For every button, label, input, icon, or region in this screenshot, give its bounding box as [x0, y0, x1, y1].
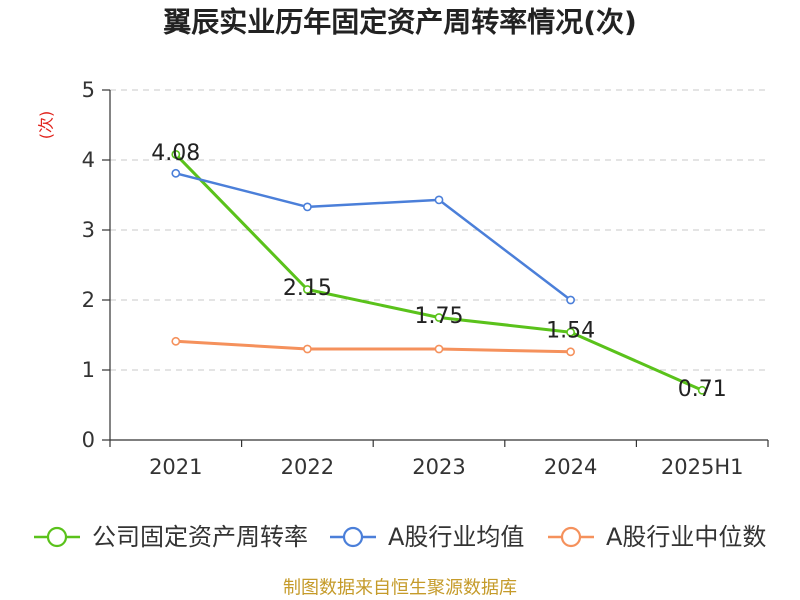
series-layer [171, 149, 707, 395]
y-tick-label-5: 5 [82, 78, 95, 102]
series-point-industry-mean-2023[interactable] [434, 195, 444, 205]
data-labels: 4.08 2.15 1.75 1.54 0.71 [151, 141, 726, 402]
series-point-industry-median-2022[interactable] [302, 344, 312, 354]
y-tick-label-2: 2 [82, 288, 95, 312]
y-tick-label-1: 1 [82, 358, 95, 382]
series-point-industry-mean-2024[interactable] [566, 295, 575, 305]
legend-item-company-turnover[interactable]: 公司固定资产周转率 [34, 523, 308, 551]
chart-title: 翼辰实业历年固定资产周转率情况(次) [163, 6, 637, 39]
series-point-industry-median-2023[interactable] [434, 344, 444, 354]
legend-marker-company-turnover [46, 526, 68, 548]
series-point-company-turnover-2021[interactable] [171, 149, 181, 159]
legend-marker-industry-mean [342, 526, 364, 548]
y-tick-label-3: 3 [82, 218, 95, 242]
x-tick-label-2021: 2021 [149, 455, 202, 479]
y-tick-label-4: 4 [82, 148, 95, 172]
series-point-industry-mean-2022[interactable] [302, 202, 312, 212]
axes: 0 1 2 3 4 5 2021 2022 2023 2024 2025H1 [82, 78, 769, 479]
data-label-company-turnover-2023: 1.75 [415, 304, 464, 329]
series-point-company-turnover-2024[interactable] [566, 327, 575, 337]
data-label-company-turnover-2024: 1.54 [546, 319, 595, 344]
series-line-industry-mean [174, 172, 572, 302]
x-tick-label-2024: 2024 [544, 455, 597, 479]
legend-item-industry-median[interactable]: A股行业中位数 [548, 523, 766, 551]
legend-marker-industry-median [560, 526, 582, 548]
data-label-company-turnover-2022: 2.15 [283, 276, 332, 301]
series-point-company-turnover-2025H1[interactable] [697, 385, 707, 395]
x-tick-label-2023: 2023 [412, 455, 465, 479]
series-point-industry-mean-2021[interactable] [171, 168, 181, 178]
data-label-company-turnover-2025H1: 0.71 [678, 377, 727, 402]
y-axis-label: (次) [37, 111, 56, 140]
x-tick-label-2025H1: 2025H1 [661, 455, 744, 479]
legend-label-industry-mean: A股行业均值 [388, 523, 524, 551]
series-point-industry-median-2021[interactable] [171, 336, 181, 346]
legend-label-industry-median: A股行业中位数 [606, 523, 766, 551]
data-label-company-turnover-2021: 4.08 [151, 141, 200, 166]
series-line-industry-median [174, 339, 573, 354]
series-point-company-turnover-2022[interactable] [302, 285, 312, 294]
legend: 公司固定资产周转率 A股行业均值 A股行业中位数 [34, 523, 766, 551]
x-tick-label-2022: 2022 [281, 455, 334, 479]
legend-item-industry-mean[interactable]: A股行业均值 [330, 523, 524, 551]
source-footer: 制图数据来自恒生聚源数据库 [283, 578, 517, 599]
series-point-company-turnover-2023[interactable] [434, 313, 444, 322]
y-tick-label-0: 0 [82, 428, 95, 452]
legend-label-company-turnover: 公司固定资产周转率 [92, 523, 308, 551]
series-point-industry-median-2024[interactable] [566, 347, 575, 357]
